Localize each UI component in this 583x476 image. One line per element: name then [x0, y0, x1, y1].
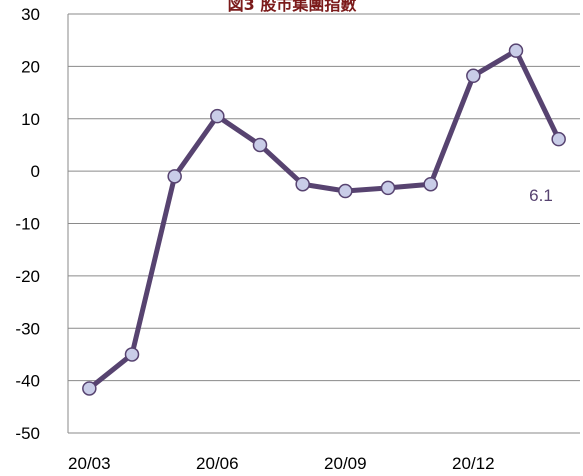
series-group [82, 43, 566, 396]
gridlines [67, 13, 580, 434]
data-point [423, 176, 438, 192]
x-tick-label: 20/09 [324, 454, 367, 473]
y-tick-label: -40 [15, 372, 40, 391]
data-point [551, 131, 566, 147]
data-point [380, 180, 396, 196]
y-tick-label: -10 [15, 215, 40, 234]
y-tick-label: -20 [15, 267, 40, 286]
data-point [82, 381, 97, 396]
data-point [466, 68, 481, 84]
y-tick-label: 10 [21, 110, 40, 129]
data-label-last: 6.1 [529, 186, 553, 205]
y-tick-label: 0 [31, 162, 40, 181]
series-line [86, 48, 562, 391]
x-axis-ticks: 20/03 20/06 20/09 20/12 [68, 454, 495, 473]
y-tick-label: 30 [21, 5, 40, 24]
data-point [508, 43, 524, 58]
x-tick-label: 20/12 [452, 454, 495, 473]
chart-title: 図3 股市集團指數 [228, 0, 357, 14]
x-tick-label: 20/03 [68, 454, 111, 473]
data-point [210, 108, 225, 124]
data-point [124, 347, 140, 362]
x-tick-label: 20/06 [196, 454, 239, 473]
data-point [252, 137, 268, 153]
y-tick-label: -50 [15, 424, 40, 443]
data-point [167, 169, 182, 184]
data-point [338, 183, 353, 199]
data-point [295, 176, 310, 192]
y-tick-label: -30 [15, 319, 40, 338]
y-tick-label: 20 [21, 57, 40, 76]
y-axis-ticks: 30 20 10 0 -10 -20 -30 -40 -50 [15, 5, 40, 443]
